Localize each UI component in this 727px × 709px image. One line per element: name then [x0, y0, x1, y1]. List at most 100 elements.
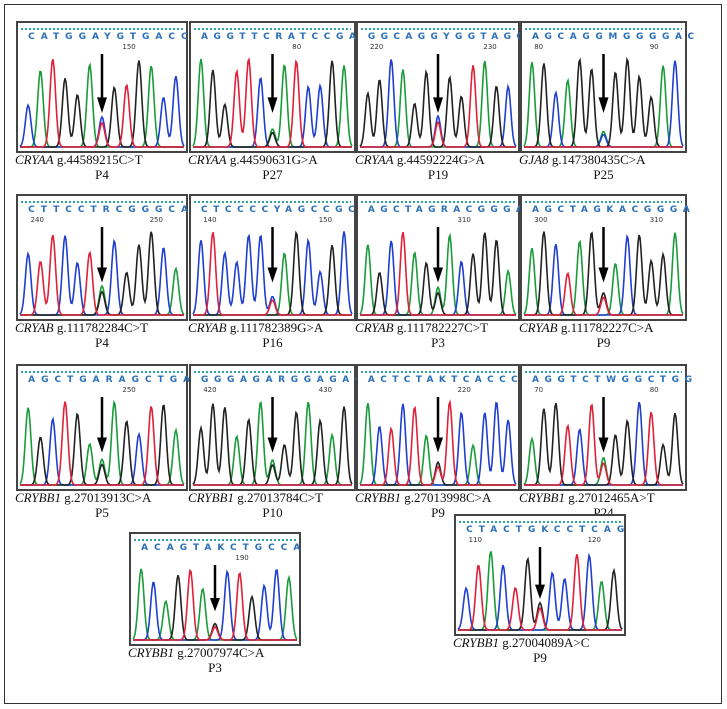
- sequence: GGGAGARGGAGAG: [201, 375, 368, 385]
- variant-arrowhead: [97, 97, 107, 113]
- variant: g.111782227C>A: [561, 320, 654, 335]
- trace-g: [193, 230, 352, 316]
- variant-arrowhead: [433, 97, 443, 113]
- position-tick: 150: [319, 216, 332, 224]
- gene-name: CRYAB: [355, 320, 394, 335]
- sequence: CTCCCCYAGCCGC: [201, 205, 360, 215]
- variant-arrowhead: [267, 267, 278, 283]
- gene-name: CRYAA: [15, 152, 54, 167]
- position-tick: 250: [122, 386, 135, 394]
- variant: g.44589215C>T: [57, 152, 143, 167]
- sequence: AGCTAGRACGGGA: [368, 205, 528, 215]
- variant: g.27012465A>T: [568, 490, 654, 505]
- variant-arrowhead: [598, 97, 609, 113]
- position-tick: 90: [650, 43, 659, 51]
- variant: g.27004089A>C: [502, 635, 589, 650]
- trace-g: [20, 404, 184, 486]
- position-tick: 120: [588, 536, 601, 544]
- position-tick: 310: [650, 216, 663, 224]
- sequence: AGGTTCRATCCGA: [201, 32, 362, 42]
- trace-t: [524, 403, 683, 486]
- patient-id: P16: [262, 335, 283, 350]
- sequence: CATGGAYGTGACC: [28, 32, 193, 42]
- caption: CRYAB g.111782284C>T: [15, 320, 148, 335]
- figure-border: [4, 4, 722, 704]
- sequence: GGCAGGYGGTAGC: [368, 32, 529, 42]
- patient-id: P27: [262, 167, 283, 182]
- gene-name: CRYAB: [188, 320, 227, 335]
- trace-c: [360, 401, 517, 486]
- patient-id: P9: [533, 650, 547, 665]
- trace-t: [133, 568, 297, 641]
- trace-g: [192, 403, 353, 486]
- trace-t: [20, 401, 184, 486]
- sequence: AGCTGARAGCTGA: [28, 375, 196, 385]
- trace-t: [524, 271, 683, 316]
- variant: g.27013913C>A: [64, 490, 152, 505]
- patient-id: P19: [428, 167, 448, 182]
- variant-arrowhead: [267, 97, 278, 113]
- position-tick: 220: [457, 386, 470, 394]
- variant-arrowhead: [535, 584, 545, 599]
- position-tick: 420: [203, 386, 216, 394]
- patient-id: P9: [431, 505, 445, 520]
- patient-id: P25: [593, 167, 613, 182]
- variant-arrowhead: [433, 267, 443, 283]
- trace-c: [133, 568, 297, 641]
- sequence: ACAGTAKCTGCCA: [141, 543, 306, 553]
- variant: g.44592224G>A: [397, 152, 485, 167]
- caption: CRYBB1 g.27012465A>T: [519, 490, 655, 505]
- trace-t: [360, 399, 516, 486]
- trace-g: [359, 69, 516, 148]
- trace-g: [360, 232, 516, 316]
- position-tick: 190: [235, 554, 248, 562]
- patient-id: P9: [597, 335, 611, 350]
- trace-t: [193, 232, 352, 316]
- patient-id: P5: [95, 505, 109, 520]
- variant-arrowhead: [598, 437, 609, 453]
- gene-name: GJA8: [519, 152, 549, 167]
- variant: g.27013784C>T: [237, 490, 323, 505]
- patient-id: P10: [262, 505, 282, 520]
- variant-arrowhead: [598, 267, 609, 283]
- position-tick: 300: [534, 216, 547, 224]
- variant-arrowhead: [210, 597, 220, 612]
- variant: g.27007974C>A: [177, 645, 265, 660]
- position-tick: 140: [203, 216, 216, 224]
- position-tick: 430: [319, 386, 332, 394]
- variant: g.111782284C>T: [57, 320, 148, 335]
- gene-name: CRYAA: [355, 152, 394, 167]
- caption: CRYBB1 g.27013998C>A: [355, 490, 492, 505]
- caption: CRYBB1 g.27013784C>T: [188, 490, 323, 505]
- caption: GJA8 g.147380435C>A: [519, 152, 646, 167]
- caption: CRYAB g.111782227C>T: [355, 320, 488, 335]
- caption: CRYBB1 g.27013913C>A: [15, 490, 152, 505]
- trace-t: [193, 56, 352, 148]
- trace-t: [360, 231, 516, 316]
- gene-name: CRYBB1: [453, 635, 499, 650]
- position-tick: 80: [650, 386, 659, 394]
- trace-t: [20, 234, 184, 316]
- trace-g: [193, 60, 352, 148]
- gene-name: CRYBB1: [355, 490, 401, 505]
- caption: CRYBB1 g.27004089A>C: [453, 635, 589, 650]
- trace-g: [524, 402, 684, 486]
- variant: g.44590631G>A: [230, 152, 318, 167]
- position-tick: 230: [483, 43, 496, 51]
- trace-t: [458, 554, 622, 631]
- variant: g.111782389G>A: [230, 320, 324, 335]
- patient-id: P3: [431, 335, 445, 350]
- position-tick: 250: [150, 216, 163, 224]
- gene-name: CRYAB: [15, 320, 54, 335]
